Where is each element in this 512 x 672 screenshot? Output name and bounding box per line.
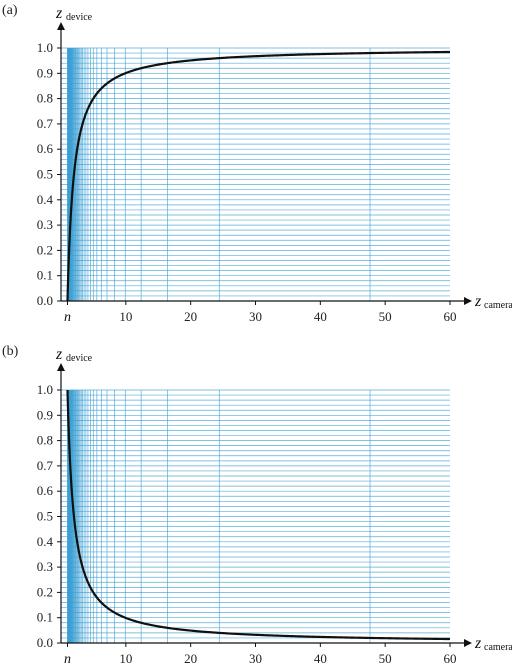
depth-curve	[66, 389, 451, 641]
y-tick-label: 0.4	[37, 534, 54, 549]
x-axis-arrow	[464, 297, 472, 305]
x-tick-label: 40	[314, 651, 327, 666]
y-tick-label: 0.0	[37, 635, 53, 650]
y-tick-label: 0.2	[37, 242, 53, 257]
x-axis-subscript: camera	[484, 642, 512, 653]
y-tick-label: 0.6	[37, 141, 54, 156]
y-tick-label: 0.5	[37, 167, 53, 182]
y-tick-label: 0.0	[37, 293, 53, 308]
near-tick-label: n	[64, 310, 71, 325]
y-axis-subscript: device	[66, 353, 93, 364]
grid	[61, 389, 450, 644]
y-axis-arrow	[57, 363, 65, 371]
x-axis-arrow	[464, 639, 472, 647]
y-tick-label: 0.1	[37, 268, 53, 283]
y-axis-title: z	[55, 346, 63, 363]
x-tick-label: 20	[184, 651, 197, 666]
panel-label: (b)	[2, 344, 19, 359]
x-axis-title: z	[474, 293, 482, 310]
y-tick-label: 0.8	[37, 433, 53, 448]
panel-label: (a)	[2, 3, 18, 18]
y-tick-label: 0.3	[37, 559, 53, 574]
y-tick-label: 0.6	[37, 483, 54, 498]
x-tick-label: 60	[444, 651, 457, 666]
x-tick-label: 20	[184, 309, 197, 324]
y-tick-label: 0.2	[37, 584, 53, 599]
y-tick-label: 1.0	[37, 40, 53, 55]
x-axis-title: z	[474, 635, 482, 652]
y-tick-label: 0.8	[37, 91, 53, 106]
depth-curve	[66, 50, 451, 302]
x-tick-label: 40	[314, 309, 327, 324]
y-tick-label: 0.9	[37, 65, 53, 80]
y-tick-label: 0.7	[37, 116, 54, 131]
x-tick-label: 30	[249, 651, 262, 666]
y-tick-label: 1.0	[37, 382, 53, 397]
y-axis-arrow	[57, 22, 65, 30]
x-tick-label: 10	[119, 309, 132, 324]
y-axis-title: z	[55, 5, 63, 22]
y-tick-label: 0.5	[37, 509, 53, 524]
grid	[61, 47, 450, 302]
x-tick-label: 30	[249, 309, 262, 324]
y-axis-subscript: device	[66, 12, 93, 23]
x-tick-label: 50	[379, 651, 392, 666]
near-tick-label: n	[64, 652, 71, 667]
x-tick-label: 10	[119, 651, 132, 666]
y-tick-label: 0.1	[37, 610, 53, 625]
y-tick-label: 0.7	[37, 458, 54, 473]
y-tick-label: 0.4	[37, 192, 54, 207]
y-tick-label: 0.9	[37, 407, 53, 422]
x-tick-label: 60	[444, 309, 457, 324]
y-tick-label: 0.3	[37, 217, 53, 232]
x-tick-label: 50	[379, 309, 392, 324]
x-axis-subscript: camera	[484, 300, 512, 311]
